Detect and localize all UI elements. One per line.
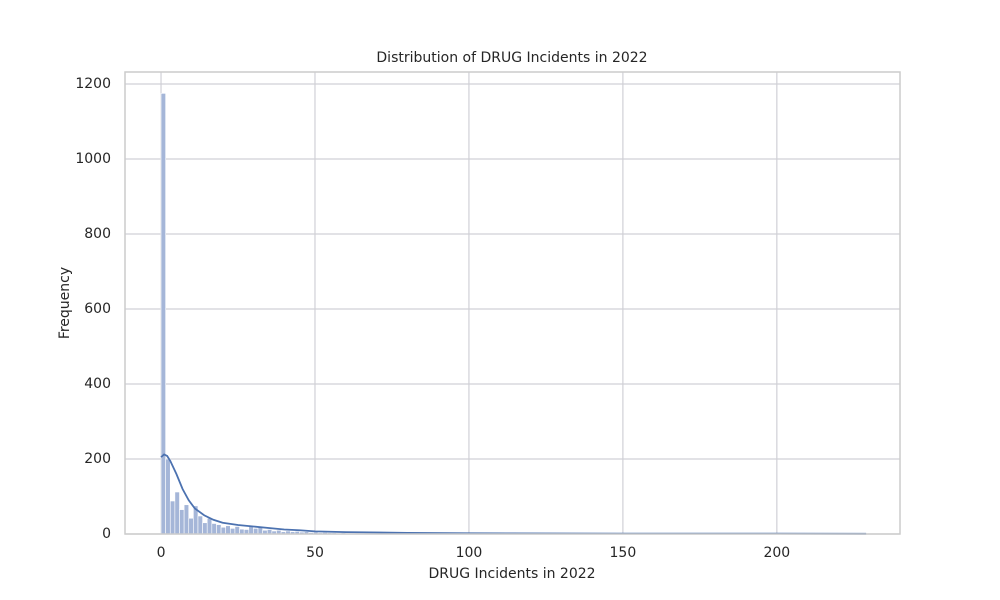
- bar: [197, 515, 203, 535]
- x-tick-label: 50: [306, 545, 324, 561]
- bar: [169, 500, 176, 535]
- bar: [188, 517, 194, 535]
- bar: [220, 526, 226, 535]
- bar: [202, 522, 208, 535]
- bar: [183, 504, 190, 535]
- bar: [160, 93, 166, 535]
- bar: [230, 528, 236, 535]
- chart-title: Distribution of DRUG Incidents in 2022: [376, 50, 647, 66]
- y-tick-label: 600: [84, 301, 111, 317]
- x-tick-label: 200: [763, 545, 790, 561]
- y-tick-label: 200: [84, 451, 111, 467]
- y-tick-label: 1200: [75, 76, 111, 92]
- y-tick-label: 1000: [75, 151, 111, 167]
- bar: [216, 524, 222, 535]
- bar: [253, 528, 259, 535]
- bar: [225, 525, 231, 535]
- x-tick-label: 150: [610, 545, 637, 561]
- bar: [165, 458, 171, 535]
- bar: [174, 491, 180, 535]
- kde-line: [160, 453, 867, 535]
- y-tick-label: 800: [84, 226, 111, 242]
- y-axis-label: Frequency: [57, 267, 73, 339]
- plot-frame: [124, 71, 901, 535]
- bar: [211, 523, 217, 535]
- bar: [234, 526, 240, 535]
- bar: [248, 526, 254, 535]
- bar: [206, 517, 213, 535]
- y-tick-label: 0: [102, 526, 111, 542]
- bar: [179, 509, 185, 535]
- x-tick-label: 100: [456, 545, 483, 561]
- x-axis-label: DRUG Incidents in 2022: [428, 566, 595, 582]
- x-tick-label: 0: [157, 545, 166, 561]
- y-tick-label: 400: [84, 376, 111, 392]
